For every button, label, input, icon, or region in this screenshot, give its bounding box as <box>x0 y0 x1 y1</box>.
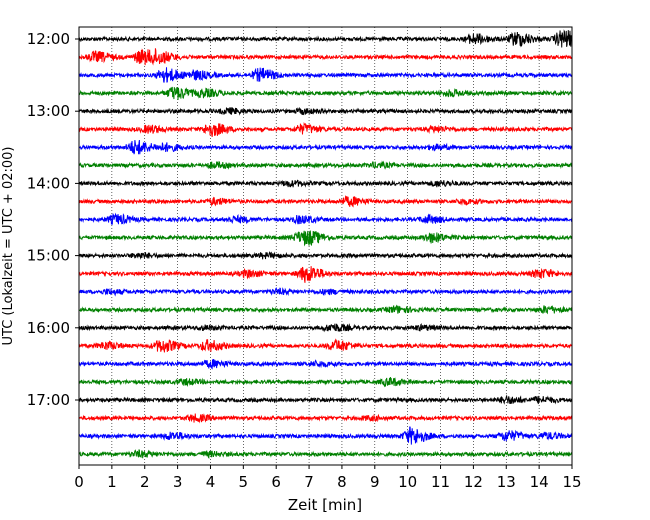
seismogram-trace <box>78 106 573 116</box>
plot-frame <box>78 26 573 466</box>
seismogram-trace <box>78 230 573 247</box>
x-tick-label: 9 <box>370 473 380 491</box>
y-axis-ticks: 12:00 13:00 14:00 15:00 16:00 17:00 <box>27 30 79 409</box>
seismogram-trace <box>78 179 573 188</box>
seismogram-trace <box>78 160 573 170</box>
y-tick-label: 12:00 <box>27 30 70 48</box>
seismogram-trace <box>78 48 573 66</box>
seismogram-trace <box>78 266 573 283</box>
vertical-gridlines <box>111 27 540 465</box>
seismogram-trace <box>78 212 573 225</box>
seismogram-trace <box>78 426 573 445</box>
seismogram-trace <box>78 195 573 208</box>
y-axis-label: UTC (Lokalzeit = UTC + 02:00) <box>1 147 16 346</box>
x-tick-label: 14 <box>530 473 549 491</box>
x-tick-label: 5 <box>239 473 249 491</box>
seismogram-trace <box>78 29 573 48</box>
x-tick-label: 15 <box>562 473 581 491</box>
x-tick-label: 12 <box>464 473 483 491</box>
seismogram-trace <box>78 413 573 424</box>
trace-group <box>78 29 573 460</box>
x-tick-label: 11 <box>431 473 450 491</box>
seismogram-trace <box>78 287 573 297</box>
seismogram-trace <box>78 449 573 460</box>
x-tick-label: 8 <box>337 473 347 491</box>
y-tick-label: 17:00 <box>27 391 70 409</box>
seismogram-trace <box>78 251 573 260</box>
seismogram-trace <box>78 139 573 155</box>
x-tick-label: 2 <box>140 473 150 491</box>
seismogram-trace <box>78 359 573 370</box>
x-tick-label: 0 <box>74 473 84 491</box>
x-tick-label: 10 <box>398 473 417 491</box>
seismogram-trace <box>78 323 573 333</box>
seismogram-trace <box>78 338 573 353</box>
x-tick-label: 7 <box>304 473 314 491</box>
y-tick-label: 14:00 <box>27 174 70 192</box>
seismogram-trace <box>78 86 573 101</box>
seismogram-trace <box>78 394 573 405</box>
seismogram-trace <box>78 376 573 388</box>
seismogram-trace <box>78 304 573 315</box>
y-tick-label: 15:00 <box>27 247 70 265</box>
x-tick-label: 4 <box>206 473 216 491</box>
x-tick-label: 6 <box>271 473 281 491</box>
x-axis-ticks: 0 1 2 3 4 5 6 7 8 9 10 11 12 13 14 15 <box>74 465 582 491</box>
y-tick-label: 16:00 <box>27 319 70 337</box>
x-axis-label: Zeit [min] <box>288 496 362 514</box>
x-tick-label: 3 <box>173 473 183 491</box>
x-tick-label: 13 <box>497 473 516 491</box>
seismogram-trace <box>78 67 573 83</box>
seismogram-trace <box>78 121 573 137</box>
y-tick-label: 13:00 <box>27 102 70 120</box>
x-tick-label: 1 <box>107 473 117 491</box>
